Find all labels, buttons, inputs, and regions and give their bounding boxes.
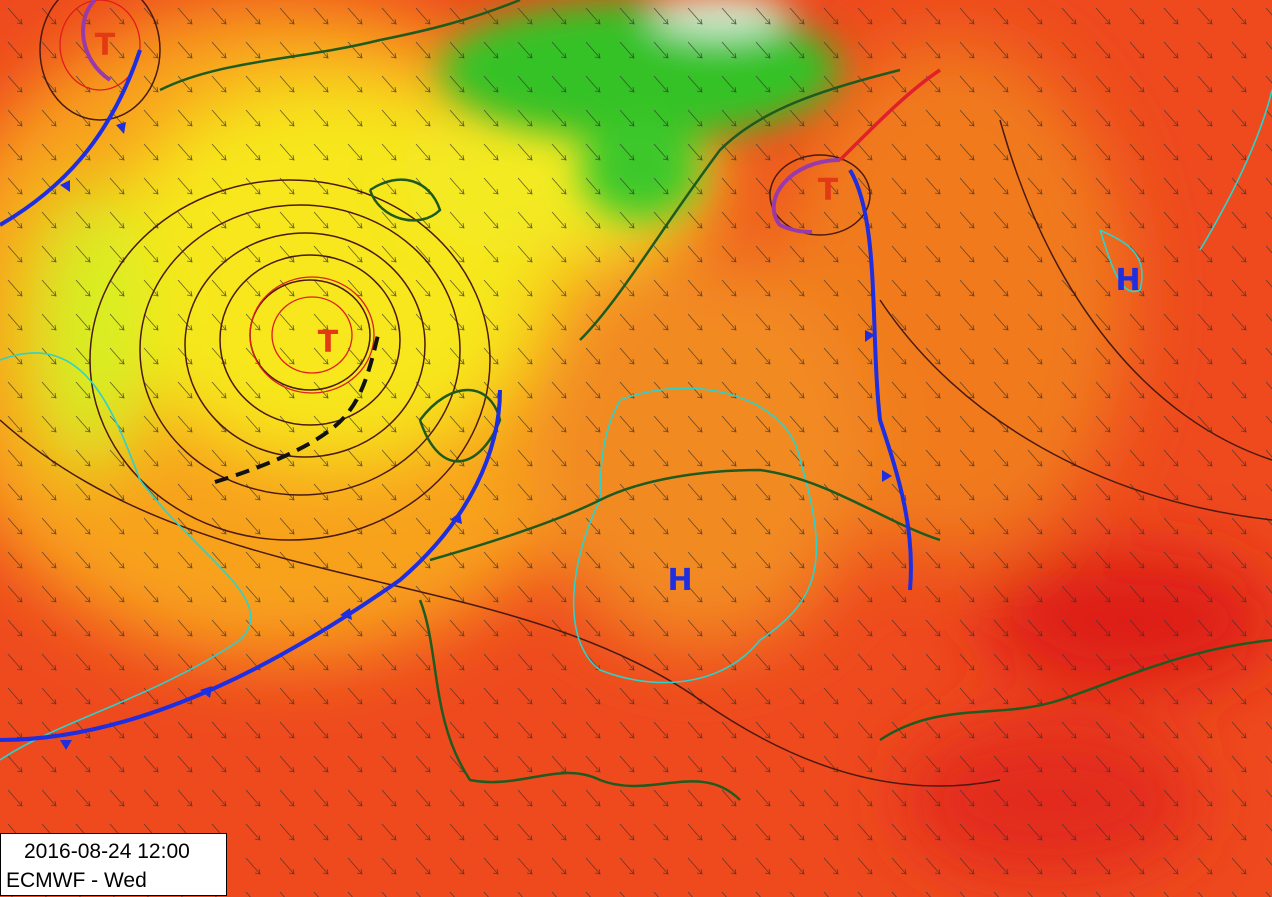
warm-front: [838, 68, 941, 162]
occlusions: [81, 0, 841, 234]
datetime: 2016-08-24 12:00: [24, 840, 190, 863]
model: ECMWF - Wed: [6, 869, 147, 892]
info-box: 2016-08-24 12:00 ECMWF - Wed: [0, 833, 227, 896]
low-label: T: [95, 28, 116, 63]
thickness-lines: [59, 0, 375, 394]
low-label: T: [818, 173, 839, 208]
trough: [214, 334, 380, 484]
isobars: [0, 0, 1272, 787]
high-label: H: [1115, 263, 1140, 298]
cold-fronts: [0, 49, 913, 742]
coastlines: [159, 0, 1272, 801]
high-label: H: [667, 563, 692, 598]
info-box-frame: [0, 833, 227, 896]
pressure-centers: T T T H H: [95, 28, 1141, 598]
low-label: T: [318, 325, 339, 360]
front-symbols: [60, 122, 892, 750]
